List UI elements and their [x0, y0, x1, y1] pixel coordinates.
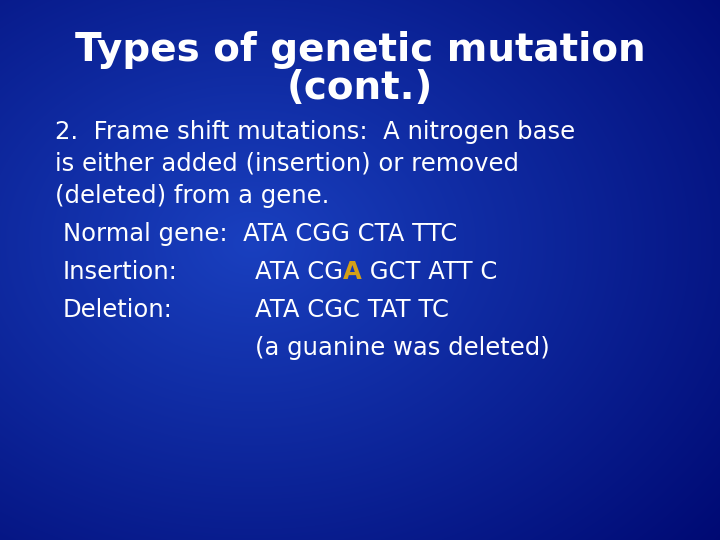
- Text: ATA CG: ATA CG: [255, 260, 343, 284]
- Text: GCT ATT C: GCT ATT C: [361, 260, 497, 284]
- Text: Types of genetic mutation: Types of genetic mutation: [75, 31, 645, 69]
- Text: Deletion:: Deletion:: [63, 298, 173, 322]
- Text: (a guanine was deleted): (a guanine was deleted): [255, 336, 550, 360]
- Text: (cont.): (cont.): [287, 69, 433, 107]
- Text: (deleted) from a gene.: (deleted) from a gene.: [55, 184, 329, 208]
- Text: 2.  Frame shift mutations:  A nitrogen base: 2. Frame shift mutations: A nitrogen bas…: [55, 120, 575, 144]
- Text: is either added (insertion) or removed: is either added (insertion) or removed: [55, 152, 519, 176]
- Text: Normal gene:  ATA CGG CTA TTC: Normal gene: ATA CGG CTA TTC: [63, 222, 457, 246]
- Text: Insertion:: Insertion:: [63, 260, 178, 284]
- Text: A: A: [343, 260, 361, 284]
- Text: ATA CGC TAT TC: ATA CGC TAT TC: [255, 298, 449, 322]
